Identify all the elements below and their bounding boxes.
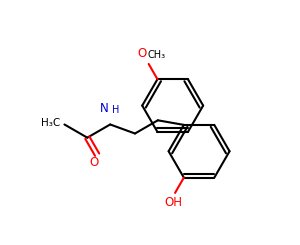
Text: O: O (90, 156, 99, 169)
Text: OH: OH (164, 196, 182, 209)
Text: CH₃: CH₃ (148, 50, 166, 60)
Text: H: H (112, 105, 120, 115)
Text: H₃C: H₃C (41, 118, 60, 128)
Text: O: O (138, 47, 147, 60)
Text: N: N (99, 102, 108, 115)
